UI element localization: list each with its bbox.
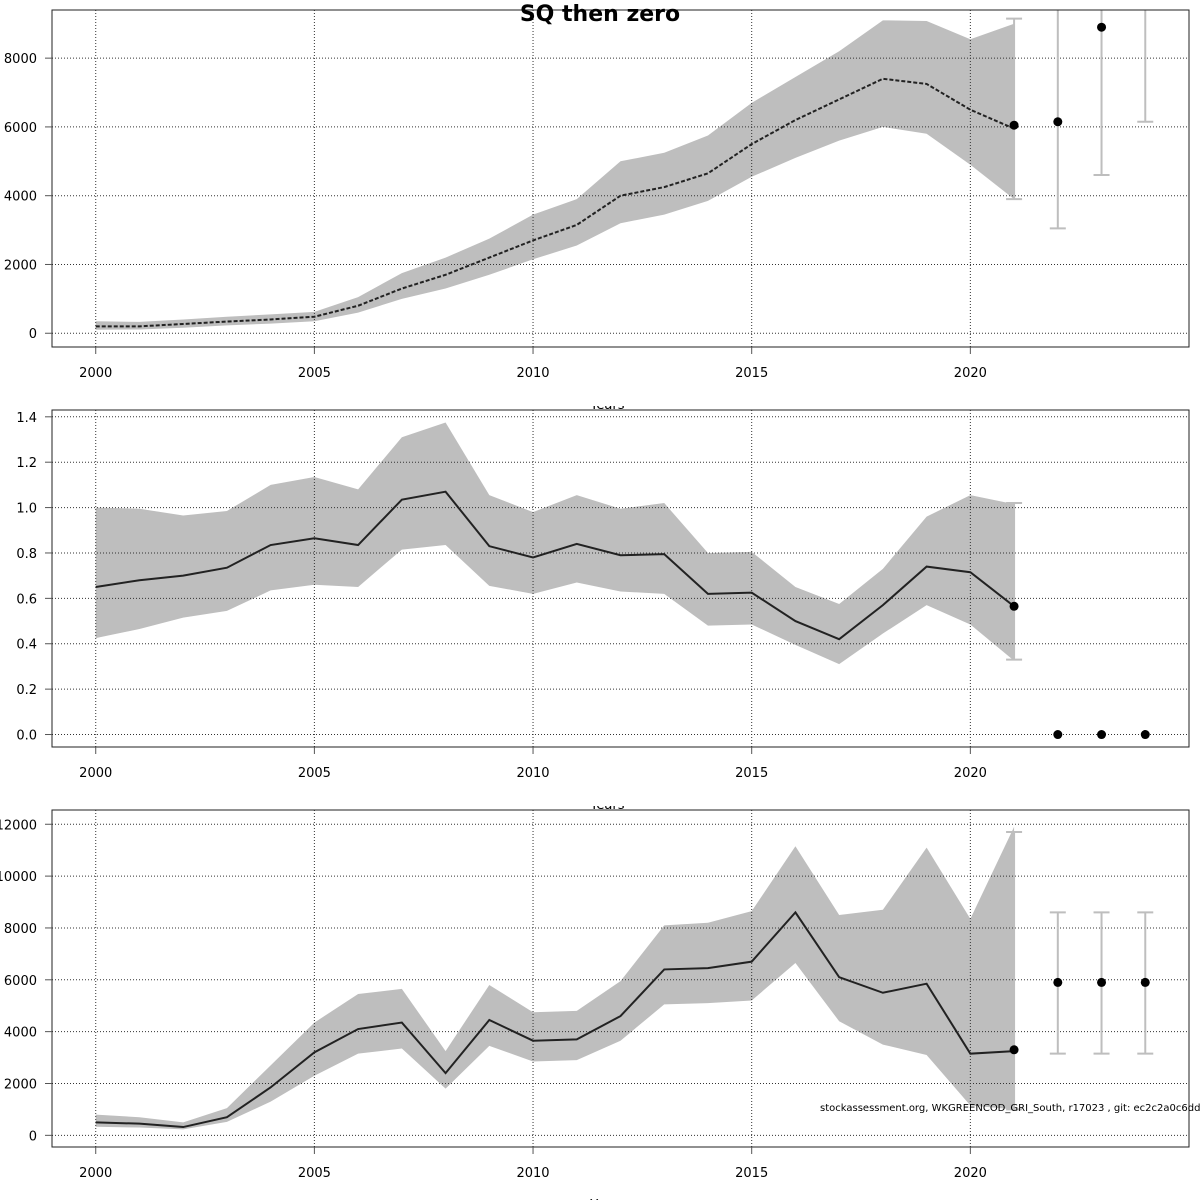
- x-tick-label: 2010: [516, 766, 549, 781]
- estimate-line: [95, 910, 1015, 1129]
- panel-f: 2000 2005 2010 2015 2020 0.0 0.2 0.4 0.6 0.8 1.0 1.…: [0, 409, 1190, 813]
- forecast-point: [1097, 22, 1107, 32]
- y-tick-label: 0.8: [16, 547, 37, 562]
- y-tick-label: 0: [29, 1129, 37, 1144]
- y-tick-label: 1.0: [16, 502, 37, 517]
- forecast-point: [1097, 977, 1107, 987]
- y-axis-label: Recruits: [0, 952, 2, 1005]
- x-tick-label: 2015: [735, 1166, 768, 1181]
- forecast-point: [1009, 1045, 1019, 1055]
- x-axis-label: Years: [589, 1198, 625, 1200]
- panel-separator: [0, 398, 1200, 406]
- y-tick-label: 2000: [4, 258, 37, 273]
- panel-ssb: 2000200520102015202002000400060008000Yea…: [0, 9, 1190, 413]
- x-tick-label: 2010: [516, 366, 549, 381]
- y-tick-label: 0: [29, 327, 37, 342]
- plot-frame: [51, 809, 1190, 1148]
- x-tick-label: 2005: [298, 1166, 331, 1181]
- x-tick-label: 2005: [298, 366, 331, 381]
- x-tick-label: 2000: [79, 1166, 112, 1181]
- y-tick-label: 12000: [0, 818, 37, 833]
- estimate-line: [95, 490, 1015, 641]
- y-tick-label: 6000: [4, 974, 37, 989]
- x-tick-label: 2020: [954, 366, 987, 381]
- forecast-point: [1053, 977, 1063, 987]
- y-tick-label: 10000: [0, 870, 37, 885]
- plot-frame: [51, 9, 1190, 348]
- y-tick-label: 6000: [4, 121, 37, 136]
- y-tick-label: 0.6: [16, 592, 37, 607]
- y-tick-label: 1.2: [16, 456, 37, 471]
- forecast-point: [1009, 601, 1019, 611]
- y-axis-label: SSB: [0, 166, 2, 191]
- plot-area: [52, 410, 1189, 747]
- y-tick-label: 4000: [4, 190, 37, 205]
- plot-frame: [51, 409, 1190, 748]
- x-tick-label: 2020: [954, 1166, 987, 1181]
- x-tick-label: 2000: [79, 766, 112, 781]
- y-tick-label: 8000: [4, 52, 37, 67]
- y-tick-label: 2000: [4, 1077, 37, 1092]
- forecast-point: [1140, 730, 1150, 740]
- plot-area: [52, 810, 1189, 1147]
- x-tick-label: 2005: [298, 766, 331, 781]
- y-tick-label: 0.2: [16, 683, 37, 698]
- forecast-point: [1097, 730, 1107, 740]
- y-tick-label: 4000: [4, 1026, 37, 1041]
- y-tick-label: 0.0: [16, 729, 37, 744]
- credit-text: stockassessment.org, WKGREENCOD_GRI_Sout…: [820, 1103, 1200, 1114]
- forecast-point: [1009, 120, 1019, 130]
- y-axis-label: F: [0, 575, 2, 582]
- x-tick-label: 2020: [954, 766, 987, 781]
- x-tick-label: 2015: [735, 366, 768, 381]
- forecast-point: [1053, 117, 1063, 127]
- plot-area: [52, 10, 1189, 347]
- y-tick-label: 0.4: [16, 638, 37, 653]
- y-tick-label: 8000: [4, 922, 37, 937]
- panel-recruits: 2000 2005 2010 2015 2020 0 2000 4000 6000 8000 100…: [0, 809, 1190, 1200]
- forecast-point: [1053, 730, 1063, 740]
- panel-separator: [0, 798, 1200, 806]
- forecast-point: [1140, 977, 1150, 987]
- y-tick-label: 1.4: [16, 411, 37, 426]
- chart-title: SQ then zero: [519, 2, 681, 27]
- confidence-band: [95, 826, 1015, 1130]
- confidence-band: [95, 422, 1015, 665]
- x-tick-label: 2000: [79, 366, 112, 381]
- x-tick-label: 2010: [516, 1166, 549, 1181]
- x-tick-label: 2015: [735, 766, 768, 781]
- confidence-band: [95, 20, 1015, 330]
- estimate-line: [95, 77, 1015, 328]
